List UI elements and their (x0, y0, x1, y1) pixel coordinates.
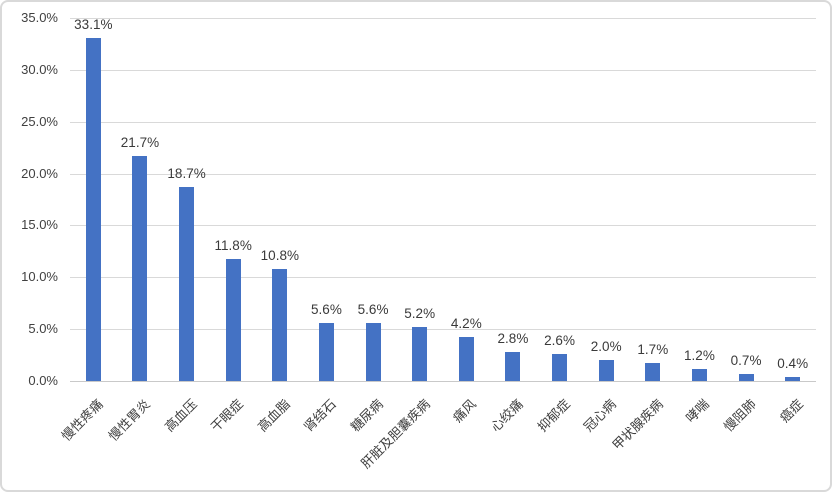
bar (365, 322, 381, 381)
bar (598, 360, 614, 381)
bar (458, 337, 474, 381)
y-axis-tick-label: 15.0% (21, 217, 58, 233)
data-label: 2.6% (544, 333, 575, 349)
gridline (70, 173, 816, 175)
gridline (70, 277, 816, 279)
data-label: 2.8% (497, 330, 529, 346)
y-axis-tick-label: 20.0% (21, 165, 58, 181)
bar (738, 373, 754, 381)
bar (412, 327, 428, 381)
data-label: 21.7% (120, 134, 160, 150)
y-axis-tick-label: 25.0% (21, 113, 58, 129)
data-label: 1.2% (684, 347, 715, 363)
bar (552, 354, 568, 381)
bar (132, 155, 148, 381)
data-label: 10.8% (260, 247, 299, 263)
data-label: 5.2% (404, 306, 436, 322)
y-axis-tick-label: 10.0% (21, 269, 58, 285)
gridline (70, 18, 816, 19)
bar (179, 187, 195, 381)
bar (645, 363, 661, 381)
bar (225, 258, 241, 381)
data-label: 0.7% (730, 352, 762, 368)
data-label: 33.1% (74, 16, 113, 32)
gridline (70, 329, 816, 331)
data-label: 1.7% (637, 342, 669, 358)
gridline (70, 121, 816, 123)
y-axis-tick-label: 0.0% (28, 373, 58, 388)
y-axis-tick-label: 35.0% (21, 10, 58, 25)
y-axis-tick-label: 30.0% (21, 61, 58, 77)
bar (785, 376, 801, 381)
data-label: 4.2% (450, 316, 482, 332)
data-label: 5.6% (357, 301, 389, 317)
x-axis-line (70, 381, 816, 382)
gridline (70, 69, 816, 71)
bar (85, 37, 101, 381)
bar (272, 268, 288, 381)
bar (505, 351, 521, 381)
gridline (70, 225, 816, 227)
y-axis-tick-label: 5.0% (28, 321, 58, 337)
data-label: 11.8% (214, 237, 252, 253)
bar (318, 322, 334, 381)
data-label: 0.4% (777, 355, 809, 371)
data-label: 18.7% (167, 166, 206, 182)
data-label: 2.0% (590, 339, 622, 355)
bar (691, 368, 707, 381)
data-label: 5.6% (311, 301, 342, 317)
